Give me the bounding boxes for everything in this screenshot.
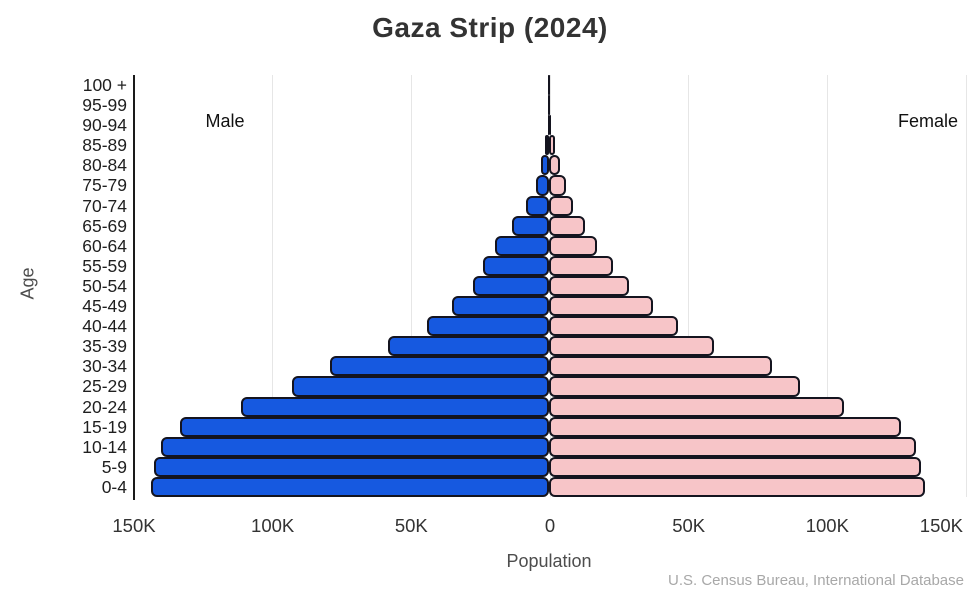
age-tick-label: 5-9 [101, 456, 127, 477]
bar-male-10-14 [160, 436, 549, 457]
bar-female-10-14 [549, 436, 917, 457]
age-tick-label: 25-29 [82, 376, 127, 397]
age-tick-label: 45-49 [82, 296, 127, 317]
bar-female-55-59 [549, 255, 613, 276]
female-series-label: Female [897, 111, 959, 131]
source-credit: U.S. Census Bureau, International Databa… [667, 572, 964, 589]
gridline [272, 75, 274, 497]
bar-female-15-19 [549, 416, 902, 437]
bar-female-30-34 [549, 356, 773, 377]
bar-female-50-54 [549, 275, 630, 297]
gridline [826, 75, 828, 497]
age-tick-label: 90-94 [82, 115, 127, 136]
age-tick-label: 65-69 [82, 215, 127, 236]
gridline [688, 75, 690, 497]
x-tick-label: 50K [394, 515, 428, 536]
bar-male-55-59 [482, 255, 549, 276]
age-tick-label: 100 + [82, 75, 127, 95]
population-axis-label: Population [506, 551, 592, 571]
bar-female-85-89 [549, 135, 556, 156]
bar-female-100+ [549, 75, 551, 96]
bar-male-35-39 [388, 336, 549, 357]
bar-male-5-9 [153, 456, 549, 477]
age-tick-label: 15-19 [82, 416, 127, 437]
x-tick-label: 100K [805, 515, 849, 536]
bar-male-80-84 [540, 155, 549, 176]
age-tick-label: 35-39 [82, 336, 127, 357]
age-tick-label: 70-74 [82, 195, 127, 216]
x-tick-label: 0 [544, 515, 556, 536]
plot-area [134, 75, 967, 497]
age-tick-label: 20-24 [82, 396, 127, 417]
bar-female-40-44 [549, 316, 678, 337]
age-tick-label: 60-64 [82, 235, 127, 256]
bar-male-15-19 [180, 416, 549, 437]
bar-male-20-24 [241, 396, 549, 417]
bar-female-60-64 [549, 235, 597, 256]
age-tick-label: 30-34 [82, 356, 127, 377]
age-tick-label: 50-54 [82, 275, 127, 296]
bar-male-95-99 [547, 95, 549, 116]
bar-female-35-39 [549, 336, 714, 357]
gridline [965, 75, 967, 497]
age-tick-labels: 100 +95-99 90-94 85-89 80-84 75-79 70-74 65-69… [0, 75, 127, 497]
bar-male-60-64 [495, 235, 549, 256]
bar-female-45-49 [549, 296, 653, 317]
bar-male-85-89 [544, 135, 549, 156]
bar-male-75-79 [536, 175, 549, 196]
bar-female-25-29 [549, 376, 800, 397]
age-tick-label: 0-4 [101, 476, 127, 497]
age-tick-label: 40-44 [82, 316, 127, 337]
bar-female-80-84 [549, 155, 561, 176]
bar-male-40-44 [426, 316, 549, 337]
bar-male-50-54 [472, 275, 549, 297]
bar-male-90-94 [547, 115, 549, 136]
y-axis-spine [133, 75, 135, 500]
gridline [410, 75, 412, 497]
bar-female-70-74 [549, 195, 573, 216]
bar-male-70-74 [525, 195, 549, 216]
x-tick-label: 100K [251, 515, 295, 536]
bar-male-65-69 [511, 215, 549, 236]
age-tick-label: 75-79 [82, 175, 127, 196]
bar-male-45-49 [451, 296, 549, 317]
x-tick-label: 50K [672, 515, 706, 536]
age-tick-label: 85-89 [82, 135, 127, 156]
bar-female-5-9 [549, 456, 921, 477]
bar-female-75-79 [549, 175, 566, 196]
bar-male-0-4 [151, 476, 549, 497]
bar-male-25-29 [292, 376, 549, 397]
bar-female-20-24 [549, 396, 845, 417]
bar-male-100+ [547, 75, 549, 96]
bar-female-90-94 [549, 115, 552, 136]
bar-female-65-69 [549, 215, 586, 236]
bar-female-0-4 [549, 476, 925, 497]
x-tick-label: 150K [112, 515, 156, 536]
age-tick-label: 95-99 [82, 95, 127, 116]
x-tick-label: 150K [919, 515, 963, 536]
chart-title: Gaza Strip (2024) [372, 12, 608, 43]
bar-female-95-99 [549, 95, 551, 116]
age-tick-label: 80-84 [82, 155, 127, 176]
bar-male-30-34 [329, 356, 549, 377]
age-tick-label: 10-14 [82, 436, 127, 457]
male-series-label: Male [205, 111, 245, 131]
age-tick-label: 55-59 [82, 255, 127, 276]
